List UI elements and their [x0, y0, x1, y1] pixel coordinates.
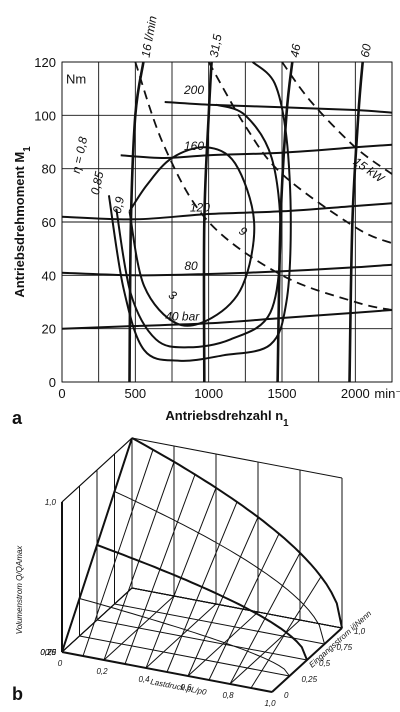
efficiency-label: 0,85 — [88, 170, 107, 196]
power-curve-2 — [281, 61, 393, 175]
panel-label-b: b — [12, 684, 23, 704]
x-tick-label-b: 0,2 — [96, 667, 108, 676]
x-axis-title: Antriebsdrehzahl n1 — [165, 408, 289, 429]
efficiency-label: 0,9 — [110, 195, 127, 215]
pressure-curve-label: 200 — [183, 83, 204, 97]
x-tick-label: 2000 — [341, 386, 370, 401]
x-tick-label-b: 0,8 — [222, 691, 234, 700]
x-tick-label-b: 0,4 — [138, 675, 150, 684]
x-tick-label: 500 — [124, 386, 146, 401]
power-curve-label: 9 — [236, 224, 250, 239]
surface-isoz-3 — [114, 491, 325, 645]
x-tick-label: 1000 — [194, 386, 223, 401]
x-tick-label: 1500 — [268, 386, 297, 401]
y-unit-label: Nm — [66, 71, 86, 86]
speed-curve-2 — [276, 61, 294, 383]
efficiency-contour-2 — [128, 146, 256, 327]
y-tick-label-b: 0,75 — [40, 648, 56, 657]
speed-curve-3 — [348, 61, 364, 383]
y-axis-title-b: Volumenstrom Q/QAmax — [15, 545, 24, 635]
speed-curve-0 — [128, 61, 145, 383]
x-unit-label: min⁻¹ — [374, 386, 400, 401]
hidden-edge-0 — [131, 587, 343, 629]
z-tick-label-b: 1,0 — [354, 627, 366, 636]
y-tick-label: 80 — [42, 162, 56, 177]
pressure-curve-label: 40 bar — [165, 310, 200, 324]
x-tick-label-b: 0 — [58, 659, 63, 668]
power-curve-label: 3 — [166, 288, 180, 303]
z-tick-label-b: 0 — [284, 691, 289, 700]
speed-curve-label: 46 — [287, 43, 303, 59]
surface-edge-x0 — [61, 437, 133, 653]
x-tick-label: 0 — [58, 386, 65, 401]
plot-frame-a — [61, 61, 393, 383]
y-tick-label: 20 — [42, 322, 56, 337]
power-curve-0 — [134, 61, 393, 311]
x-axis-line-b — [61, 651, 273, 693]
y-tick-label-b: 0,25 — [40, 648, 56, 657]
floor-z-2 — [96, 619, 308, 661]
surface-isoz-1 — [79, 598, 290, 677]
power-curve-1 — [207, 61, 393, 245]
y-tick-label: 120 — [34, 55, 56, 70]
surface-isoz-2 — [96, 544, 308, 661]
chart-b: 00,20,40,60,81,000,250,50,751,000,250,50… — [12, 437, 374, 708]
panel-label-a: a — [12, 408, 23, 428]
efficiency-contour-1 — [115, 103, 282, 349]
y-tick-label: 60 — [42, 215, 56, 230]
y-tick-label: 40 — [42, 268, 56, 283]
pressure-curve-label: 80 — [184, 259, 198, 273]
speed-curve-label: 16 l/min — [139, 14, 160, 58]
speed-curve-1 — [202, 61, 213, 383]
floor-z-3 — [114, 603, 325, 645]
speed-curve-label: 60 — [358, 43, 374, 59]
speed-curve-label: 31,5 — [207, 33, 225, 59]
pressure-curve-2 — [61, 202, 393, 221]
z-tick-label-b: 0,75 — [337, 643, 353, 652]
y-tick-label-b: 0,5 — [45, 648, 57, 657]
back-wall-h-4 — [131, 437, 343, 479]
efficiency-contour-0 — [107, 61, 292, 362]
y-tick-label: 0 — [49, 375, 56, 390]
x-axis-title-b: Lastdruck pL/p0 — [150, 677, 208, 697]
x-tick-label-b: 0,6 — [180, 683, 192, 692]
y-axis-title: Antriebsdrehmoment M1 — [12, 146, 33, 298]
y-tick-label-b: 1,0 — [45, 498, 57, 507]
pressure-curve-3 — [120, 143, 393, 160]
y-tick-label: 100 — [34, 108, 56, 123]
chart-a: 0 500 1000 1500 2000 min⁻¹ 0 20 40 60 80 100 120 Nm An… — [12, 14, 400, 428]
z-tick-label-b: 0,25 — [302, 675, 318, 684]
floor-z-1 — [79, 635, 290, 677]
surface-isoz-4 — [131, 437, 343, 629]
x-tick-label-b: 1,0 — [264, 699, 276, 708]
z-tick-label-b: 0,5 — [319, 659, 331, 668]
pressure-curve-1 — [61, 263, 393, 277]
power-curve-label: 15 kW — [351, 154, 388, 186]
edge-front-top — [61, 437, 133, 503]
z-axis-line-b — [271, 627, 343, 693]
y-tick-label-b: 0 — [52, 648, 57, 657]
pressure-curve-0 — [61, 309, 393, 330]
